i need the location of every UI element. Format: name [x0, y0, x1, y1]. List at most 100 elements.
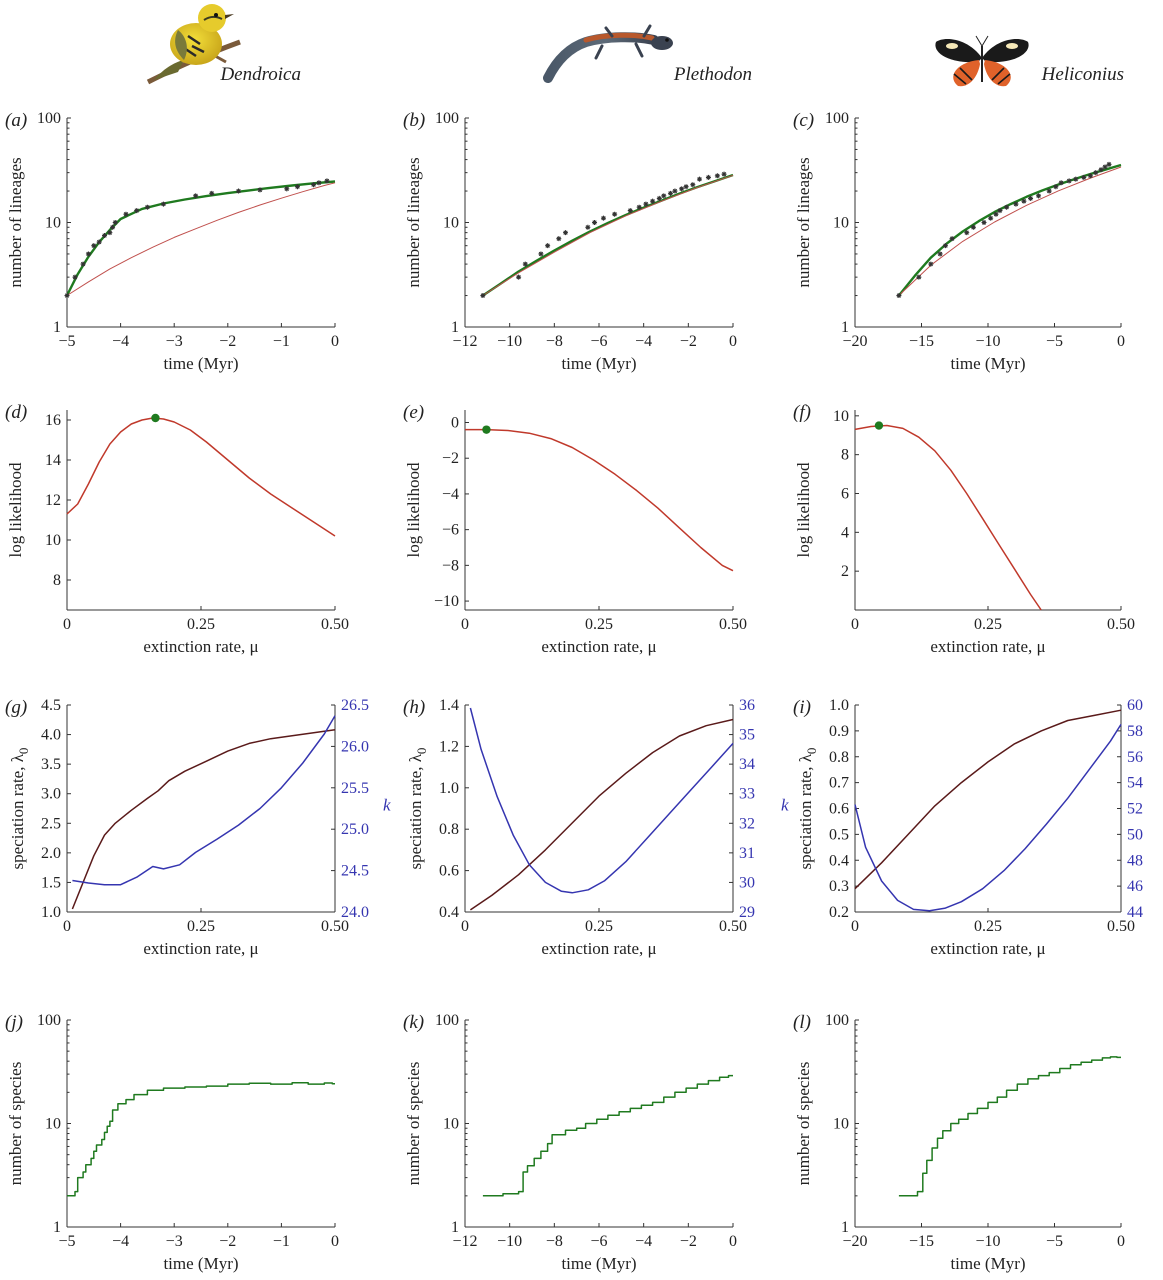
x-tick-label: −20 — [842, 333, 867, 350]
y-tick-label: 1.0 — [439, 780, 459, 797]
x-tick-label: 0.50 — [321, 616, 349, 633]
panel-label: (c) — [793, 110, 814, 131]
panel-i: 0 0.25 0.50 0.2 0.3 0.4 0.5 0.6 0.7 0.8 0.9 1.0 44 46… — [793, 697, 1143, 958]
x-tick-label: −10 — [497, 1233, 522, 1250]
y-right-tick-label: 26.5 — [341, 697, 369, 714]
y-tick-label: 0.3 — [829, 878, 849, 895]
data-point — [563, 230, 568, 236]
data-point — [690, 182, 696, 188]
panel-label: (j) — [5, 1012, 23, 1033]
y-tick-label: 100 — [435, 110, 459, 127]
x-tick-label: −5 — [58, 1233, 75, 1250]
x-tick-label: −5 — [58, 333, 75, 350]
x-tick-label: −4 — [112, 333, 129, 350]
data-point — [988, 215, 994, 221]
data-point — [1098, 167, 1104, 173]
data-point — [612, 211, 618, 217]
y-right-tick-label: 29 — [739, 904, 755, 921]
data-point — [160, 201, 166, 207]
data-point — [683, 184, 689, 190]
data-point — [592, 220, 598, 225]
y-axis-label: log likelihood — [794, 462, 813, 557]
data-point — [993, 211, 999, 217]
data-point — [964, 230, 970, 236]
data-point — [981, 220, 987, 225]
x-axis-label: time (Myr) — [561, 354, 636, 373]
data-point — [110, 224, 116, 230]
x-tick-label: 0.50 — [719, 918, 747, 935]
panel-label: (f) — [793, 402, 811, 423]
data-point — [1053, 184, 1059, 190]
data-point — [107, 230, 113, 236]
data-point — [96, 239, 102, 245]
x-tick-label: −10 — [975, 333, 1000, 350]
panel-label: (b) — [403, 110, 425, 131]
data-point — [1102, 164, 1108, 170]
data-point — [1021, 198, 1027, 204]
data-point — [64, 293, 70, 299]
y-right-tick-label: 44 — [1127, 904, 1143, 921]
data-point — [949, 236, 955, 242]
data-point — [193, 193, 199, 199]
data-point — [937, 251, 943, 257]
panel-label: (l) — [793, 1012, 811, 1033]
data-point — [545, 243, 551, 249]
x-tick-label: −3 — [166, 333, 183, 350]
x-tick-label: 0 — [851, 616, 859, 633]
y-tick-label: −10 — [434, 593, 459, 610]
y-tick-label: 0 — [451, 415, 459, 432]
data-point — [257, 187, 263, 193]
y-right-tick-label: 24.0 — [341, 904, 369, 921]
data-point — [316, 180, 322, 186]
panel-e: 0 0.25 0.50 −10 −8 −6 −4 −2 0 extinction rate, μ l… — [403, 402, 747, 656]
data-point — [123, 211, 129, 217]
x-tick-label: −12 — [452, 1233, 477, 1250]
y-right-tick-label: 30 — [739, 874, 755, 891]
data-point — [636, 204, 642, 210]
series-likelihood-line — [465, 428, 734, 572]
data-point — [721, 171, 727, 177]
y-right-tick-label: 32 — [739, 815, 755, 832]
series-null-line — [898, 166, 1122, 296]
y-axis-label: number of species — [404, 1062, 423, 1186]
genus-label-dendroica: Dendroica — [219, 64, 301, 85]
data-point — [679, 186, 685, 192]
data-point — [661, 193, 667, 199]
data-point — [516, 274, 522, 280]
data-point — [627, 208, 633, 214]
x-tick-label: −2 — [219, 1233, 236, 1250]
y-right-tick-label: 52 — [1127, 801, 1143, 818]
butterfly-icon — [935, 35, 1029, 87]
x-tick-label: −3 — [166, 1233, 183, 1250]
series-lambda-line — [71, 729, 336, 910]
panel-label: (a) — [5, 110, 27, 131]
data-point — [970, 224, 976, 230]
x-tick-label: 0 — [729, 333, 737, 350]
y-tick-label: −6 — [442, 522, 459, 539]
x-tick-label: −15 — [909, 1233, 934, 1250]
y-tick-label: 10 — [833, 1116, 849, 1133]
y-tick-label: 8 — [53, 572, 61, 589]
panel-label: (i) — [793, 697, 811, 718]
genus-label-heliconius: Heliconius — [1041, 64, 1124, 85]
data-point — [1106, 161, 1112, 167]
y-tick-label: 8 — [841, 447, 849, 464]
y-tick-label: −2 — [442, 450, 459, 467]
data-point — [896, 293, 902, 299]
x-tick-label: −1 — [273, 333, 290, 350]
y-tick-label: 3.5 — [41, 756, 61, 773]
data-point — [1013, 201, 1019, 207]
y-tick-label: 2.5 — [41, 815, 61, 832]
y-right-tick-label: 35 — [739, 727, 755, 744]
data-point — [916, 274, 922, 280]
x-tick-label: 0 — [729, 1233, 737, 1250]
data-point — [1004, 204, 1010, 210]
data-point — [928, 261, 934, 267]
data-point — [209, 190, 215, 196]
y-tick-label: 1 — [451, 319, 459, 336]
data-point — [697, 176, 702, 182]
series-simulated-line — [67, 1081, 335, 1197]
panel-label: (d) — [5, 402, 27, 423]
data-point — [134, 208, 140, 214]
